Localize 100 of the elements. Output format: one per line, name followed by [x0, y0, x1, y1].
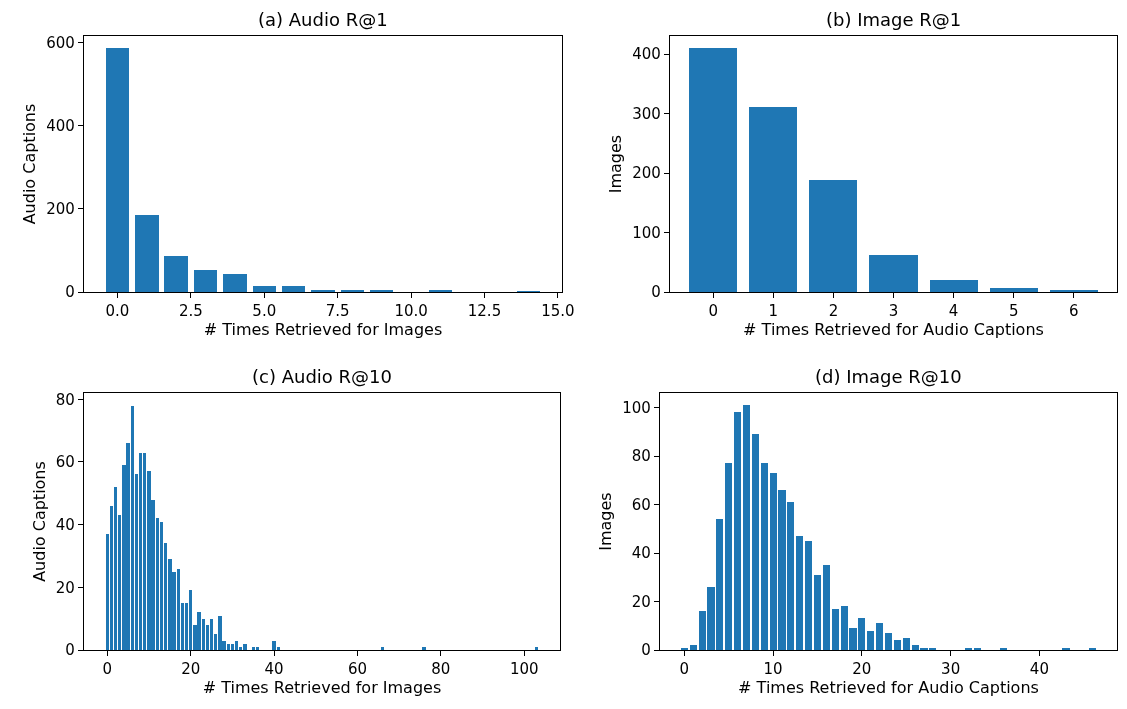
x-tick-label: 2.5 — [178, 302, 203, 321]
y-tick-label: 60 — [55, 453, 75, 472]
bar — [885, 633, 892, 650]
x-tick-label: 6 — [1068, 302, 1079, 321]
bar — [256, 647, 259, 650]
bar — [252, 647, 255, 650]
bar — [231, 644, 234, 650]
bar — [805, 541, 812, 650]
bar — [282, 286, 305, 292]
x-tick-label: 30 — [941, 660, 961, 679]
x-tick-label: 0 — [679, 660, 690, 679]
x-tick-label: 5 — [1008, 302, 1019, 321]
bar — [809, 180, 857, 292]
bar — [114, 487, 117, 650]
bar — [749, 107, 797, 292]
bar — [218, 616, 222, 650]
y-tick-label: 0 — [641, 641, 651, 660]
x-axis-title: # Times Retrieved for Audio Captions — [738, 678, 1039, 698]
bar — [867, 631, 874, 650]
chart-title: (b) Image R@1 — [826, 9, 962, 30]
bar — [535, 647, 538, 650]
y-tick-label: 40 — [631, 544, 651, 563]
x-tick-label: 100 — [509, 660, 539, 679]
bar — [223, 274, 247, 292]
y-tick-label: 100 — [632, 223, 661, 242]
bar — [243, 644, 247, 650]
x-tick-label: 7.5 — [325, 302, 350, 321]
y-axis-title: Audio Captions — [20, 103, 40, 225]
x-axis-title: # Times Retrieved for Images — [203, 320, 443, 340]
x-axis-title: # Times Retrieved for Audio Captions — [743, 320, 1044, 340]
bar — [422, 647, 426, 650]
bar — [903, 638, 910, 650]
y-tick-label: 20 — [55, 578, 75, 597]
x-tick-label: 80 — [431, 660, 451, 679]
bar — [990, 288, 1038, 292]
bar — [235, 641, 238, 650]
bar — [761, 463, 768, 650]
bar — [381, 647, 384, 650]
x-tick-label: 10.0 — [394, 302, 428, 321]
x-tick-label: 1 — [768, 302, 779, 321]
y-tick-label: 100 — [622, 398, 651, 417]
bar — [752, 434, 759, 650]
bar — [194, 270, 217, 292]
bar — [725, 463, 732, 650]
bar — [253, 286, 276, 292]
bar — [139, 453, 142, 650]
x-tick-label: 20 — [181, 660, 201, 679]
y-tick-label: 40 — [55, 515, 75, 534]
x-tick-label: 20 — [852, 660, 872, 679]
chart-title: (c) Audio R@10 — [252, 366, 392, 387]
x-tick-label: 3 — [888, 302, 899, 321]
x-tick-label: 5.0 — [252, 302, 277, 321]
bar — [832, 609, 839, 650]
chart-title: (a) Audio R@1 — [258, 9, 388, 30]
x-tick-label: 0 — [102, 660, 113, 679]
y-tick-label: 80 — [631, 447, 651, 466]
bar — [734, 412, 741, 650]
x-tick-label: 12.5 — [467, 302, 502, 321]
bar — [796, 536, 803, 650]
bar — [876, 623, 883, 650]
bar — [210, 619, 213, 650]
bar — [814, 575, 821, 650]
x-tick-label: 0 — [708, 302, 719, 321]
y-tick-label: 200 — [46, 200, 75, 219]
y-axis-title: Audio Captions — [29, 461, 49, 582]
y-tick-label: 0 — [651, 283, 661, 302]
bar — [164, 256, 188, 292]
bar — [160, 522, 163, 650]
x-tick-label: 40 — [264, 660, 284, 679]
bar — [197, 612, 201, 650]
bar — [272, 641, 276, 650]
x-tick-label: 0.0 — [105, 302, 130, 321]
bar — [823, 565, 830, 650]
bar — [690, 645, 697, 650]
x-tick-label: 2 — [828, 302, 839, 321]
y-tick-label: 0 — [65, 283, 75, 302]
bar — [894, 640, 901, 650]
x-tick-label: 4 — [948, 302, 959, 321]
y-tick-label: 400 — [46, 117, 75, 136]
bar — [869, 255, 918, 292]
y-tick-label: 600 — [46, 33, 75, 52]
x-tick-label: 40 — [1029, 660, 1049, 679]
y-axis-title: Images — [606, 134, 626, 194]
bar — [689, 48, 737, 292]
y-tick-label: 200 — [632, 164, 661, 183]
bar — [743, 405, 750, 650]
bar — [930, 280, 978, 292]
y-tick-label: 20 — [631, 592, 651, 611]
x-axis-title: # Times Retrieved for Images — [202, 678, 442, 698]
x-tick-label: 60 — [347, 660, 367, 679]
x-tick-label: 15.0 — [541, 302, 575, 321]
y-tick-label: 400 — [632, 45, 661, 64]
y-tick-label: 0 — [65, 641, 75, 660]
y-tick-label: 60 — [631, 495, 651, 514]
y-axis-title: Images — [596, 492, 616, 551]
y-tick-label: 300 — [632, 104, 661, 123]
bar — [135, 215, 159, 292]
bar — [106, 48, 129, 292]
chart-title: (d) Image R@10 — [815, 366, 962, 387]
y-tick-label: 80 — [55, 390, 75, 409]
